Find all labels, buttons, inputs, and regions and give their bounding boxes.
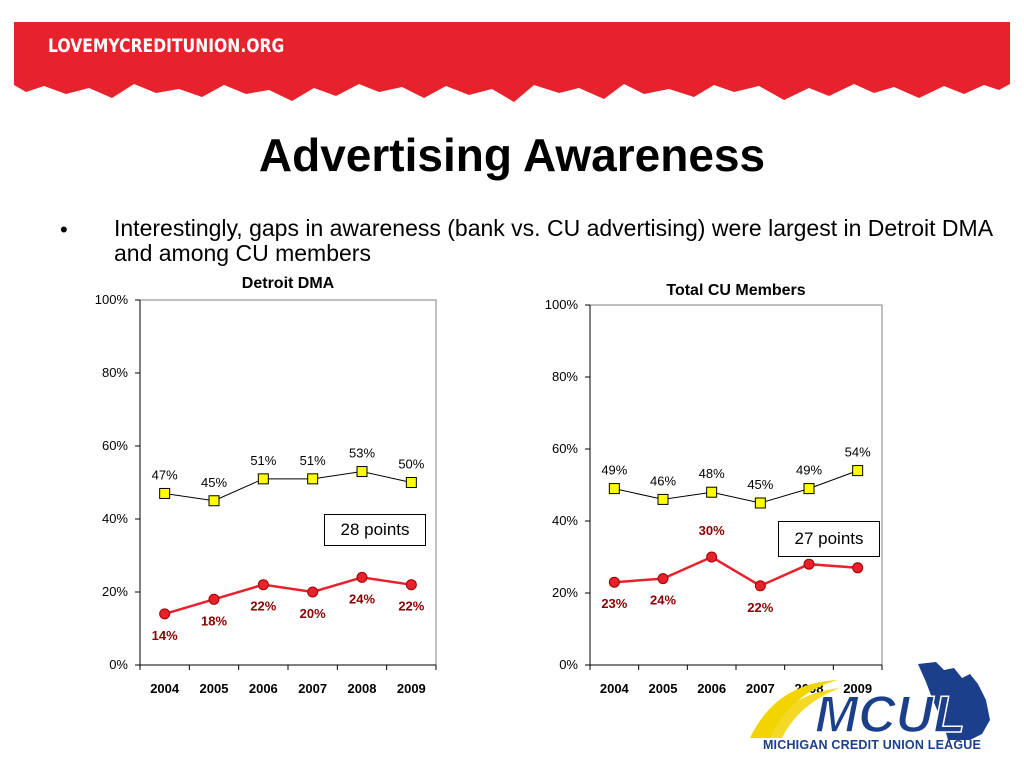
series-line-1	[614, 555, 858, 588]
series-0-data-label: 45%	[201, 475, 227, 490]
x-tick-label: 2007	[298, 681, 327, 696]
chart-title-total-cu-members: Total CU Members	[666, 282, 806, 299]
series-0-data-label: 47%	[152, 467, 178, 482]
series-0-point	[208, 495, 220, 507]
y-tick-label: 20%	[552, 585, 578, 600]
y-tick-label: 100%	[545, 297, 579, 312]
series-1-data-label: 22%	[250, 599, 276, 614]
x-tick-label: 2006	[249, 681, 278, 696]
series-0-point	[257, 473, 269, 485]
series-1-data-label: 20%	[300, 606, 326, 621]
x-tick-label: 2005	[649, 681, 678, 696]
series-0-point	[608, 483, 620, 495]
series-1-point	[208, 593, 220, 605]
annotation-27-points: 27 points	[778, 521, 880, 557]
series-0-point	[307, 473, 319, 485]
slide-title: Advertising Awareness	[258, 129, 766, 181]
series-1-data-label: 24%	[349, 591, 375, 606]
series-0-point	[754, 497, 766, 509]
y-tick-label: 80%	[102, 365, 128, 380]
series-1-data-label: 22%	[398, 599, 424, 614]
y-tick-label: 60%	[552, 441, 578, 456]
series-0-data-label: 51%	[250, 453, 276, 468]
y-tick-label: 0%	[559, 657, 578, 672]
series-0-point	[159, 487, 171, 499]
series-1-point	[608, 576, 620, 588]
header-banner	[14, 22, 1010, 84]
y-tick-label: 80%	[552, 369, 578, 384]
series-0-data-label: 54%	[845, 445, 871, 460]
x-tick-label: 2006	[697, 681, 726, 696]
x-tick-label: 2005	[200, 681, 229, 696]
series-1-data-label: 18%	[201, 613, 227, 628]
series-0-data-label: 53%	[349, 446, 375, 461]
mcul-logo: MCUL	[750, 662, 990, 745]
bullet-text: Interestingly, gaps in awareness (bank v…	[114, 215, 992, 266]
series-0-data-label: 51%	[300, 453, 326, 468]
chart-title-detroit-dma: Detroit DMA	[241, 275, 335, 292]
series-1-point	[159, 608, 171, 620]
annotation-28-points: 28 points	[324, 514, 426, 546]
series-1-data-label: 23%	[601, 596, 627, 611]
y-tick-label: 100%	[95, 292, 129, 307]
series-0-point	[852, 465, 864, 477]
series-1-point	[257, 579, 269, 591]
y-tick-label: 40%	[102, 511, 128, 526]
y-tick-label: 60%	[102, 438, 128, 453]
series-0-point	[405, 477, 417, 488]
series-line-0	[614, 470, 858, 504]
series-1-data-label: 30%	[699, 523, 725, 538]
series-0-data-label: 50%	[398, 457, 424, 472]
bullet-icon: •	[60, 217, 68, 242]
series-line-1	[164, 576, 412, 616]
series-1-point	[852, 562, 864, 574]
series-0-data-label: 45%	[747, 477, 773, 492]
series-0-data-label: 46%	[650, 473, 676, 488]
site-logo-text: LOVEMYCREDITUNION.ORG	[48, 35, 285, 57]
series-1-point	[307, 586, 319, 598]
series-1-point	[803, 558, 815, 570]
series-0-point	[657, 493, 669, 505]
logo-subtitle: MICHIGAN CREDIT UNION LEAGUE	[762, 738, 982, 752]
series-0-point	[356, 466, 368, 478]
series-1-point	[405, 579, 417, 591]
plot-area	[139, 299, 437, 666]
series-0-data-label: 49%	[601, 463, 627, 478]
series-0-data-label: 48%	[699, 466, 725, 481]
series-0-point	[803, 483, 815, 495]
series-0-data-label: 49%	[796, 463, 822, 478]
series-1-data-label: 14%	[152, 628, 178, 643]
series-1-point	[356, 571, 368, 583]
series-line-0	[164, 471, 412, 502]
series-1-point	[754, 580, 766, 592]
x-tick-label: 2004	[150, 681, 180, 696]
logo-mark-text: MCUL	[815, 686, 965, 744]
y-tick-label: 20%	[102, 584, 128, 599]
plot-area	[589, 304, 883, 666]
y-tick-label: 0%	[109, 657, 128, 672]
x-tick-label: 2009	[397, 681, 426, 696]
x-tick-label: 2008	[348, 681, 377, 696]
series-0-point	[706, 486, 718, 498]
series-1-data-label: 22%	[747, 600, 773, 615]
series-1-point	[706, 551, 718, 563]
x-tick-label: 2004	[600, 681, 630, 696]
banner-torn-edge	[14, 80, 1010, 102]
series-1-point	[657, 573, 669, 585]
series-1-data-label: 24%	[650, 593, 676, 608]
y-tick-label: 40%	[552, 513, 578, 528]
